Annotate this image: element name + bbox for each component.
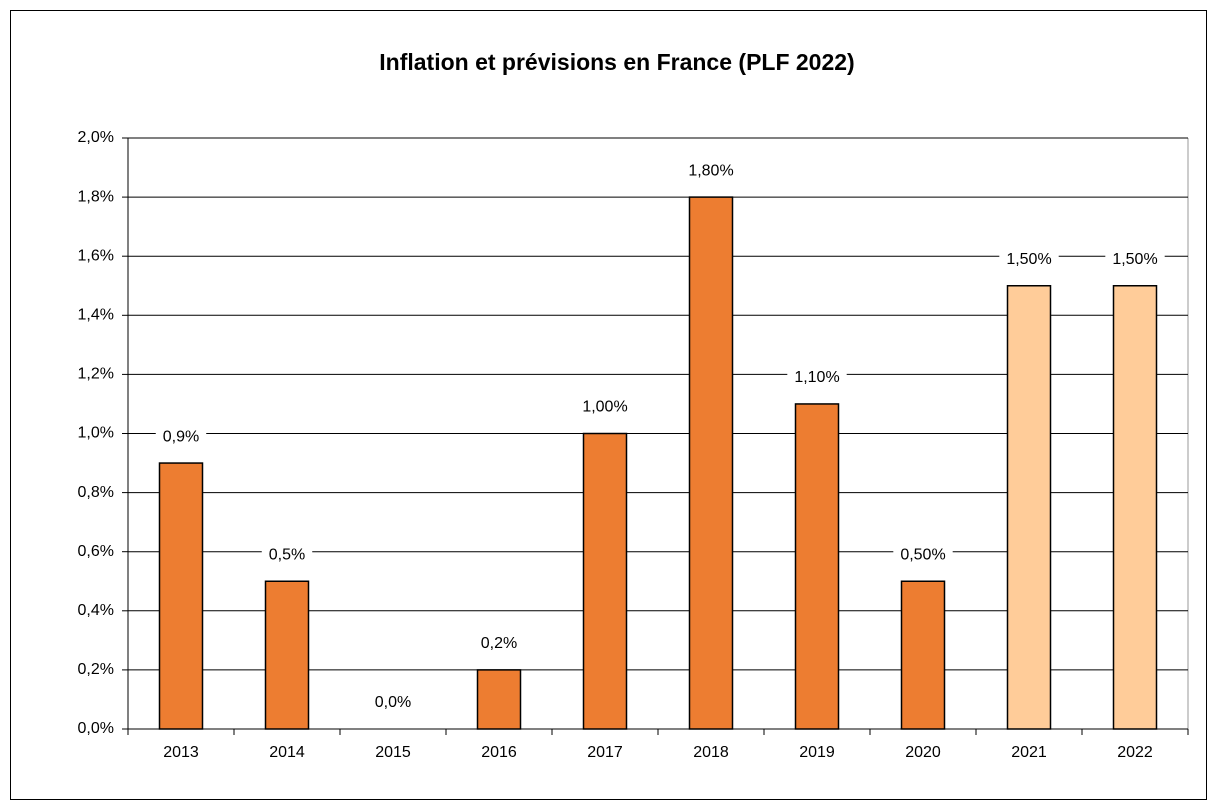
y-tick-label: 1,8% bbox=[78, 188, 114, 205]
bar bbox=[158, 462, 204, 730]
chart-title: Inflation et prévisions en France (PLF 2… bbox=[379, 49, 854, 75]
x-tick-label: 2013 bbox=[163, 744, 199, 761]
y-tick-label: 0,6% bbox=[78, 543, 114, 560]
value-label-bg bbox=[367, 691, 419, 715]
value-label-bg bbox=[681, 159, 741, 184]
value-label: 0,2% bbox=[481, 635, 517, 652]
value-label-bg bbox=[999, 247, 1059, 272]
bar bbox=[1112, 285, 1158, 730]
y-tick-label: 0,8% bbox=[78, 484, 114, 501]
y-tick-label: 2,0% bbox=[78, 129, 114, 146]
value-label: 0,0% bbox=[375, 694, 411, 711]
value-label: 1,00% bbox=[582, 399, 627, 416]
bar bbox=[900, 580, 946, 730]
x-tick-label: 2022 bbox=[1117, 744, 1153, 761]
x-tick-label: 2018 bbox=[693, 744, 729, 761]
value-label-bg bbox=[893, 543, 953, 568]
value-label-bg bbox=[575, 395, 635, 420]
y-tick-label: 0,0% bbox=[78, 720, 114, 737]
y-tick-label: 1,2% bbox=[78, 366, 114, 383]
bar bbox=[476, 669, 522, 730]
y-tick-label: 0,2% bbox=[78, 661, 114, 678]
value-label: 1,50% bbox=[1112, 251, 1157, 268]
value-label: 0,5% bbox=[269, 546, 305, 563]
value-label-bg bbox=[473, 631, 525, 656]
bar bbox=[582, 432, 628, 730]
x-tick-label: 2014 bbox=[269, 744, 305, 761]
value-label: 1,50% bbox=[1006, 251, 1051, 268]
value-label-bg bbox=[787, 365, 847, 390]
x-tick-label: 2021 bbox=[1011, 744, 1047, 761]
x-tick-label: 2017 bbox=[587, 744, 623, 761]
x-tick-label: 2016 bbox=[481, 744, 517, 761]
value-label: 0,50% bbox=[900, 546, 945, 563]
x-tick-label: 2019 bbox=[799, 744, 835, 761]
bar bbox=[794, 403, 840, 730]
y-tick-label: 0,4% bbox=[78, 602, 114, 619]
value-label-bg bbox=[1105, 247, 1165, 272]
bar bbox=[264, 580, 310, 730]
value-label: 1,10% bbox=[794, 369, 839, 386]
bar bbox=[688, 196, 734, 730]
y-tick-label: 1,0% bbox=[78, 425, 114, 442]
value-label: 1,80% bbox=[688, 162, 733, 179]
x-tick-label: 2020 bbox=[905, 744, 941, 761]
y-tick-label: 1,6% bbox=[78, 247, 114, 264]
value-label-bg bbox=[261, 543, 313, 568]
value-label: 0,9% bbox=[163, 428, 199, 445]
x-tick-label: 2015 bbox=[375, 744, 411, 761]
bar bbox=[1006, 285, 1052, 730]
value-label-bg bbox=[155, 425, 207, 450]
y-tick-label: 1,4% bbox=[78, 307, 114, 324]
